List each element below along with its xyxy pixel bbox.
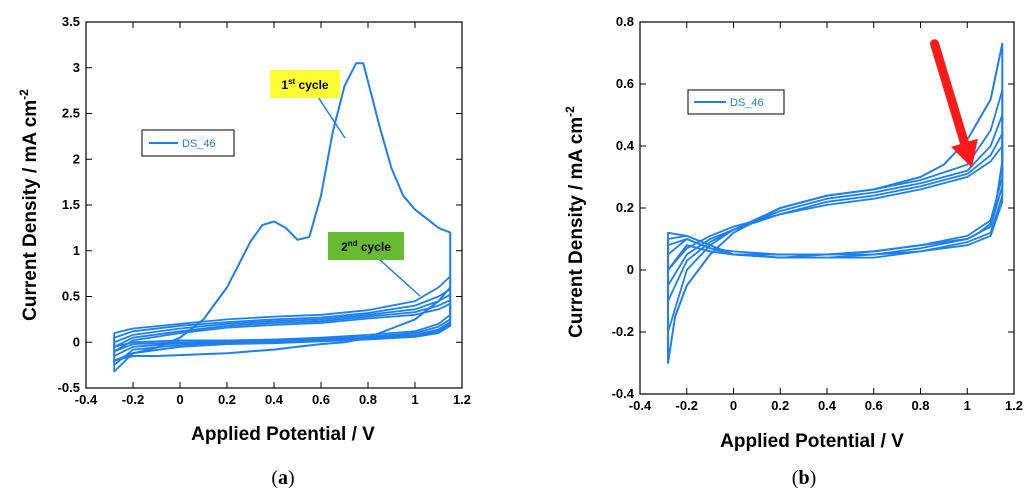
series-cycle-line-b — [667, 89, 1004, 333]
x-tick-label-a: -0.4 — [75, 392, 98, 407]
red-arrow-shaft — [930, 39, 969, 148]
series-line-b — [667, 42, 1004, 364]
y-tick-label-b: -0.2 — [612, 324, 634, 339]
x-tick-label-b: 0.2 — [771, 398, 789, 413]
x-tick-label-a: 0.8 — [359, 392, 377, 407]
y-tick-label-a: 2.5 — [62, 106, 80, 121]
series-cycle-line-b — [667, 114, 1004, 302]
y-tick-label-a: 3.5 — [62, 14, 80, 29]
data-layer-a — [113, 62, 452, 373]
legend-b-label: DS_46 — [730, 97, 764, 109]
x-tick-label-b: 0 — [730, 398, 737, 413]
y-tick-label-a: -0.5 — [58, 380, 80, 395]
y-axis-title-a-sup: -2 — [17, 89, 31, 100]
x-tick-label-a: 0.4 — [265, 392, 284, 407]
red-arrow-head — [951, 138, 978, 168]
x-tick-label-b: 0.4 — [818, 398, 837, 413]
series-line-a — [113, 62, 452, 362]
x-tick-label-b: 0.6 — [865, 398, 883, 413]
x-tick-labels-a: -0.4 -0.2 0 0.2 0.4 0.6 0.8 1 1.2 — [75, 392, 471, 407]
y-axis-title-b: Current Density / mA cm-2 — [563, 106, 587, 338]
y-tick-label-a: 0.5 — [62, 289, 80, 304]
y-tick-label-b: 0.4 — [616, 138, 635, 153]
y-tick-label-a: 2 — [73, 151, 80, 166]
x-tick-labels-b: -0.4 -0.2 0 0.2 0.4 0.6 0.8 1 1.2 — [629, 398, 1023, 413]
y-tick-label-a: 1.5 — [62, 197, 80, 212]
y-tick-label-a: 0 — [73, 334, 80, 349]
annotation-first-cycle-text: 1st cycle — [281, 77, 329, 92]
x-tick-label-b: 0.8 — [911, 398, 929, 413]
series-cycle-line-b — [667, 145, 1004, 271]
y-tick-labels-b: -0.4 -0.2 0 0.2 0.4 0.6 0.8 — [612, 14, 635, 401]
y-tick-label-b: -0.4 — [612, 386, 635, 401]
plot-frame-b — [639, 21, 1015, 395]
x-tick-label-a: 1.2 — [453, 392, 471, 407]
x-tick-label-b: -0.2 — [676, 398, 698, 413]
y-tick-label-b: 0.6 — [616, 76, 634, 91]
x-tick-label-b: -0.4 — [629, 398, 652, 413]
annotation-first-cycle-leader — [317, 96, 346, 139]
panel-a: -0.4 -0.2 0 0.2 0.4 0.6 0.8 1 1.2 -0.5 0 0.5 1 1.5 2 2… — [17, 14, 471, 489]
y-tick-labels-a: -0.5 0 0.5 1 1.5 2 2.5 3 3.5 — [58, 14, 80, 395]
x-tick-label-b: 1 — [964, 398, 971, 413]
y-axis-title-a: Current Density / mA cm-2 — [17, 89, 41, 321]
annotation-first-cycle-box — [270, 70, 340, 98]
annotation-first-cycle: 1st cycle — [270, 70, 346, 139]
legend-a: DS_46 — [141, 129, 235, 157]
annotation-second-cycle-leader — [379, 259, 421, 297]
y-axis-title-b-sup: -2 — [563, 106, 577, 117]
x-axis-title-b: Applied Potential / V — [720, 431, 904, 452]
y-tick-label-b: 0.2 — [616, 200, 634, 215]
y-axis-title-b-main: Current Density / mA cm — [566, 117, 587, 338]
data-layer-b — [667, 42, 1004, 364]
legend-b: DS_46 — [687, 89, 785, 115]
legend-a-label: DS_46 — [182, 138, 216, 150]
panel-label-a: (a) — [271, 467, 294, 489]
annotation-second-cycle-box — [328, 232, 404, 260]
y-tick-label-a: 1 — [73, 243, 80, 258]
x-tick-label-a: 1 — [411, 392, 418, 407]
x-tick-label-a: 0 — [176, 392, 183, 407]
tick-marks-b — [639, 21, 1015, 395]
x-tick-label-a: 0.6 — [312, 392, 330, 407]
x-axis-title-a: Applied Potential / V — [191, 424, 375, 445]
x-tick-label-b: 1.2 — [1005, 398, 1023, 413]
series-cycle-line-a — [113, 302, 452, 373]
annotation-second-cycle: 2nd cycle — [328, 232, 421, 297]
red-arrow — [930, 39, 978, 168]
y-tick-label-b: 0 — [627, 262, 634, 277]
y-axis-title-a-main: Current Density / mA cm — [20, 100, 41, 321]
tick-marks-a — [85, 21, 463, 389]
y-tick-label-b: 0.8 — [616, 14, 634, 29]
panel-label-b: (b) — [792, 467, 816, 489]
panel-b: -0.4 -0.2 0 0.2 0.4 0.6 0.8 1 1.2 -0.4 -0.2 0 0.2 0.… — [563, 14, 1023, 489]
x-tick-label-a: 0.2 — [218, 392, 236, 407]
x-tick-label-a: -0.2 — [122, 392, 144, 407]
annotation-second-cycle-text: 2nd cycle — [341, 239, 391, 254]
y-tick-label-a: 3 — [73, 60, 80, 75]
